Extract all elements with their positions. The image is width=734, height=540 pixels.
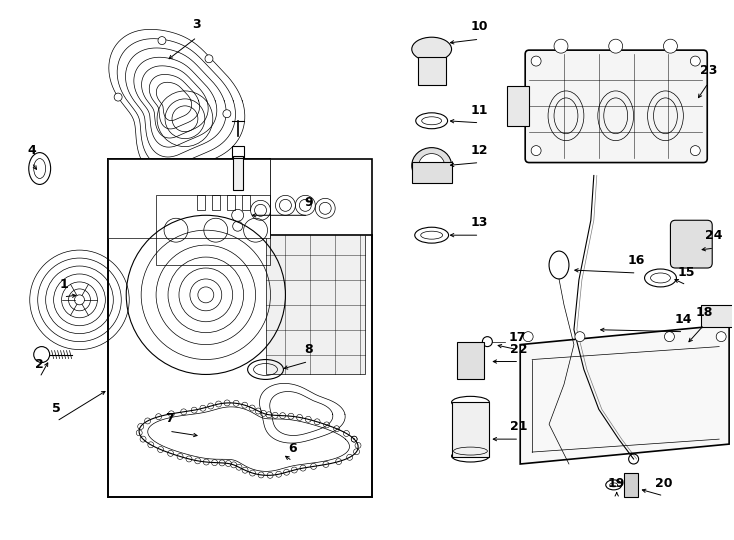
Circle shape bbox=[691, 146, 700, 156]
Text: 5: 5 bbox=[52, 402, 61, 415]
Bar bbox=[227, 195, 235, 210]
Circle shape bbox=[158, 37, 166, 45]
Bar bbox=[412, 161, 451, 184]
Circle shape bbox=[115, 93, 122, 101]
Bar bbox=[109, 159, 372, 497]
Circle shape bbox=[554, 39, 568, 53]
Bar bbox=[156, 195, 271, 265]
Text: 13: 13 bbox=[470, 216, 488, 229]
Bar bbox=[418, 57, 446, 85]
Text: 9: 9 bbox=[304, 197, 313, 210]
Text: 22: 22 bbox=[510, 342, 528, 355]
Bar bbox=[457, 342, 484, 380]
Text: 19: 19 bbox=[608, 477, 625, 490]
Bar bbox=[233, 156, 243, 191]
Circle shape bbox=[531, 56, 541, 66]
Text: 21: 21 bbox=[510, 420, 528, 433]
Bar bbox=[241, 195, 250, 210]
Bar bbox=[701, 305, 734, 327]
Text: 17: 17 bbox=[509, 330, 526, 343]
Circle shape bbox=[575, 332, 585, 342]
Text: 20: 20 bbox=[655, 477, 672, 490]
Polygon shape bbox=[520, 325, 729, 464]
Ellipse shape bbox=[412, 37, 451, 61]
Bar bbox=[109, 159, 269, 238]
Text: 23: 23 bbox=[700, 64, 717, 77]
Bar bbox=[232, 146, 244, 158]
Text: 12: 12 bbox=[470, 144, 488, 157]
Circle shape bbox=[196, 159, 204, 167]
Circle shape bbox=[223, 110, 231, 118]
Circle shape bbox=[531, 146, 541, 156]
Circle shape bbox=[716, 332, 726, 342]
Circle shape bbox=[145, 158, 153, 166]
Bar bbox=[197, 195, 205, 210]
Circle shape bbox=[608, 39, 622, 53]
Circle shape bbox=[205, 55, 213, 63]
Text: 3: 3 bbox=[192, 18, 201, 31]
Bar bbox=[624, 473, 638, 497]
Circle shape bbox=[664, 332, 675, 342]
Text: 15: 15 bbox=[677, 266, 695, 279]
Text: 7: 7 bbox=[164, 412, 173, 425]
Text: 24: 24 bbox=[705, 229, 723, 242]
Text: 11: 11 bbox=[470, 104, 488, 117]
Ellipse shape bbox=[412, 147, 451, 184]
Text: 18: 18 bbox=[696, 306, 713, 319]
Text: 16: 16 bbox=[628, 254, 645, 267]
Text: 8: 8 bbox=[304, 342, 313, 355]
Circle shape bbox=[691, 56, 700, 66]
Bar bbox=[451, 402, 490, 457]
Text: 1: 1 bbox=[59, 278, 68, 291]
Bar bbox=[212, 195, 219, 210]
Circle shape bbox=[523, 332, 533, 342]
Text: 4: 4 bbox=[27, 144, 36, 157]
Text: 6: 6 bbox=[288, 442, 297, 455]
FancyBboxPatch shape bbox=[670, 220, 712, 268]
Text: 14: 14 bbox=[675, 313, 692, 326]
Bar bbox=[507, 86, 529, 126]
Text: 2: 2 bbox=[35, 359, 44, 372]
Text: 10: 10 bbox=[470, 20, 488, 33]
Ellipse shape bbox=[418, 153, 445, 178]
FancyBboxPatch shape bbox=[526, 50, 708, 163]
Circle shape bbox=[664, 39, 677, 53]
Bar bbox=[266, 235, 365, 374]
